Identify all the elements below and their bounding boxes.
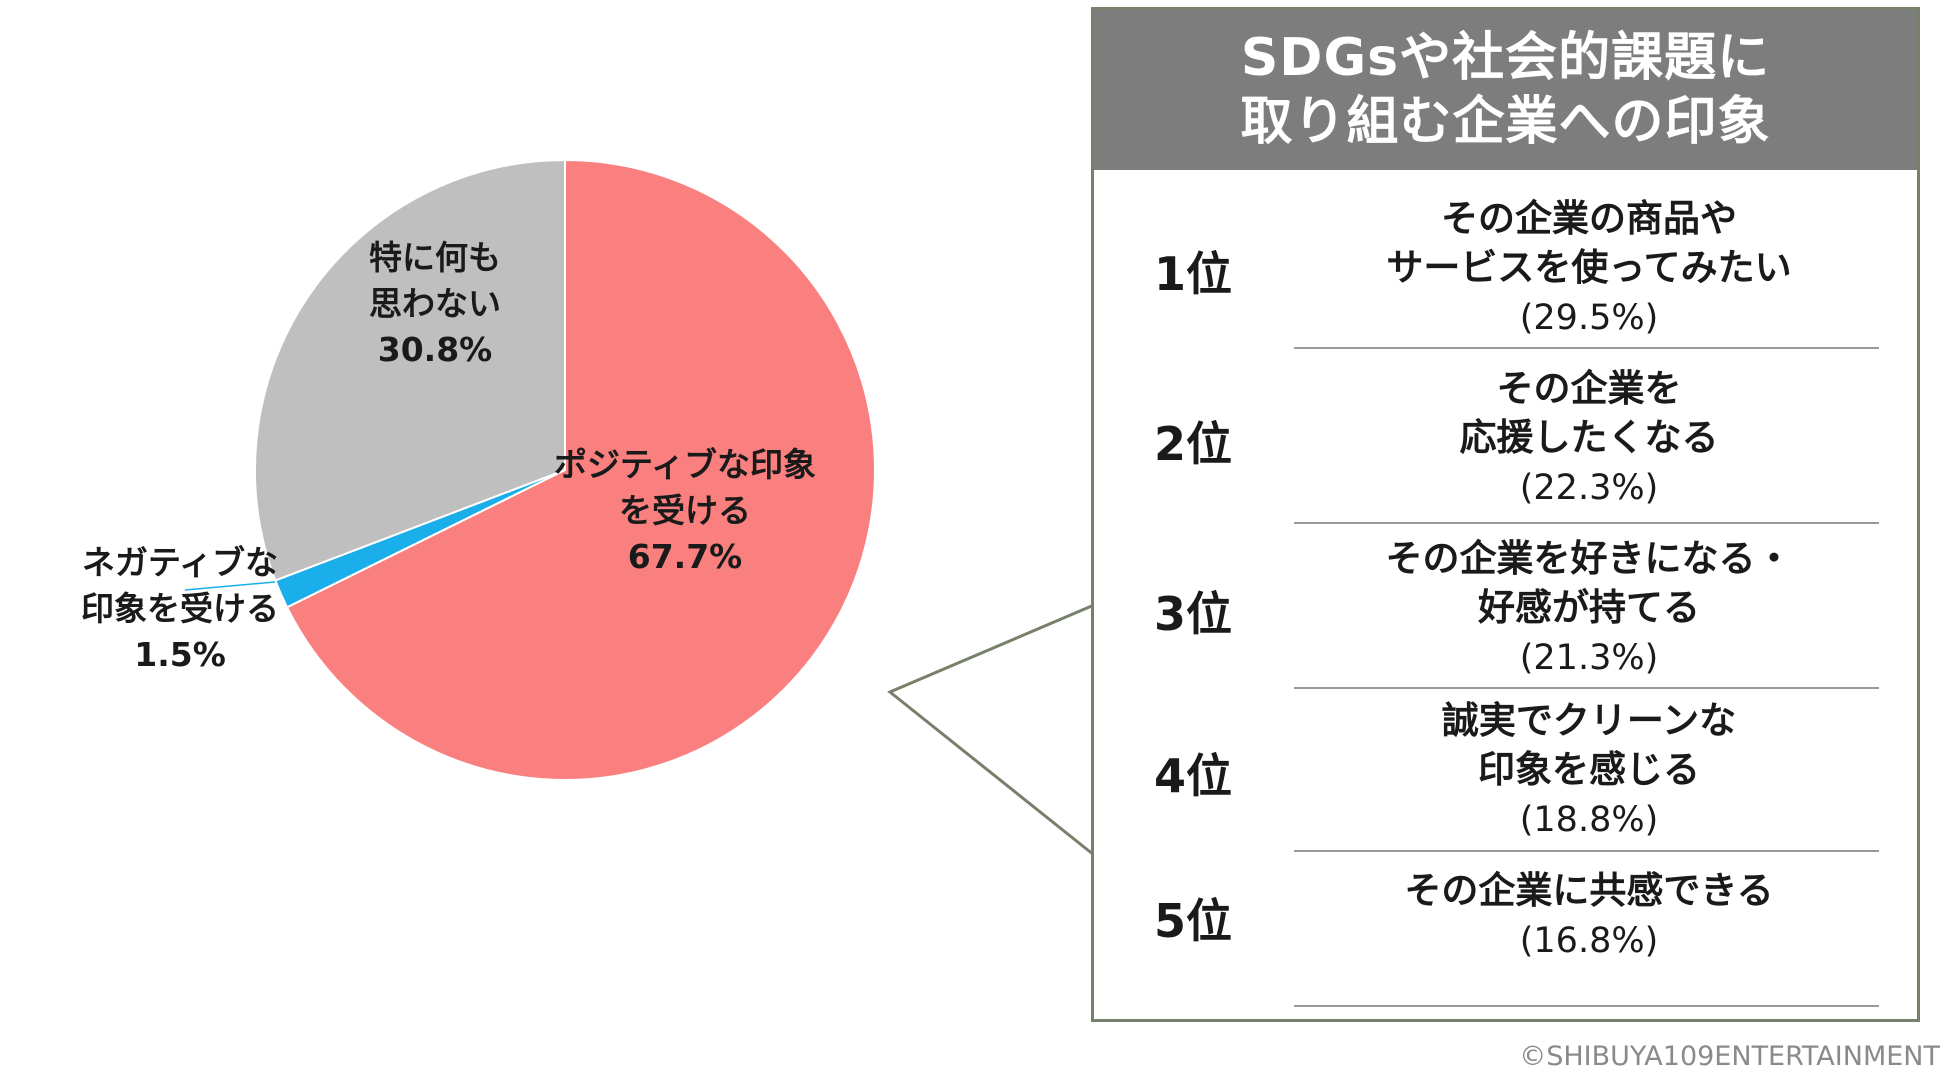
rank-divider <box>1294 1005 1879 1007</box>
pie-chart: ポジティブな印象を受ける 67.7% ネガティブな印象を受ける 1.5% 特に何も思わな… <box>81 158 876 781</box>
rank-row-3: 3位 その企業を好きになる・ 好感が持てる (21.3%) <box>1094 530 1917 685</box>
rank-description: 誠実でクリーンな 印象を感じる (18.8%) <box>1441 699 1737 840</box>
rank-description: その企業に共感できる (16.8%) <box>1404 869 1774 961</box>
label-negative: ネガティブな印象を受ける 1.5% <box>81 543 279 674</box>
ranking-panel: SDGsや社会的課題に 取り組む企業への印象 1位 その企業の商品や サービスを使って… <box>1091 7 1920 1022</box>
slice-name-label: ポジティブな印象 <box>554 445 816 484</box>
slice-neutral <box>254 158 566 582</box>
rank-divider <box>1294 347 1879 349</box>
rank-number: 4位 <box>1154 748 1233 803</box>
rank-description: その企業を好きになる・ 好感が持てる (21.3%) <box>1385 537 1793 678</box>
rank-description: その企業の商品や サービスを使ってみたい (29.5%) <box>1386 197 1792 338</box>
rank-row-2: 2位 その企業を 応援したくなる (22.3%) <box>1094 360 1917 515</box>
rank-percentage: (29.5%) <box>1519 298 1659 338</box>
ranking-title-text: SDGsや社会的課題に 取り組む企業への印象 <box>1240 28 1771 152</box>
label-neutral: 特に何も思わない 30.8% <box>369 238 501 369</box>
slice-positive <box>285 158 876 781</box>
slice-value-label: 1.5% <box>134 635 226 674</box>
slice-name-label: を受ける <box>619 491 751 530</box>
rank-number: 1位 <box>1154 246 1233 301</box>
rank-divider <box>1294 687 1879 689</box>
copyright-text: ©SHIBUYA109ENTERTAINMENT <box>1519 1041 1940 1072</box>
slice-name-label: 思わない <box>369 284 501 323</box>
slice-value-label: 30.8% <box>378 330 493 369</box>
rank-row-5: 5位 その企業に共感できる (16.8%) <box>1094 860 1917 970</box>
slice-name-label: 印象を受ける <box>81 589 279 628</box>
slice-value-label: 67.7% <box>628 537 743 576</box>
rank-row-4: 4位 誠実でクリーンな 印象を感じる (18.8%) <box>1094 692 1917 847</box>
ranking-title: SDGsや社会的課題に 取り組む企業への印象 <box>1094 10 1917 170</box>
rank-number: 5位 <box>1154 894 1233 948</box>
slice-name-label: ネガティブな <box>82 543 278 582</box>
rank-row-1: 1位 その企業の商品や サービスを使ってみたい (29.5%) <box>1094 190 1917 345</box>
slice-name-label: 特に何も <box>369 238 501 277</box>
rank-percentage: (16.8%) <box>1519 921 1659 961</box>
rank-number: 3位 <box>1154 586 1233 641</box>
rank-number: 2位 <box>1154 416 1233 471</box>
rank-percentage: (22.3%) <box>1519 468 1659 508</box>
rank-percentage: (18.8%) <box>1519 800 1659 840</box>
label-positive: ポジティブな印象を受ける 67.7% <box>554 445 816 576</box>
negative-leader-line <box>184 581 276 591</box>
callout-pointer <box>887 603 1095 857</box>
rank-description: その企業を 応援したくなる (22.3%) <box>1459 367 1719 508</box>
rank-divider <box>1294 522 1879 524</box>
rank-divider <box>1294 850 1879 852</box>
rank-percentage: (21.3%) <box>1519 638 1659 678</box>
